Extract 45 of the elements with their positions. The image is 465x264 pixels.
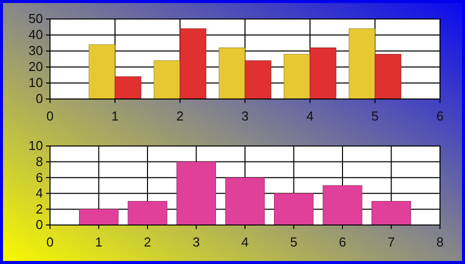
x-tick-label: 1 [111, 108, 119, 124]
y-tick-label: 10 [28, 75, 43, 90]
x-tick-label: 6 [338, 234, 346, 250]
bar [244, 60, 272, 100]
x-tick-label: 6 [436, 108, 444, 124]
bar [274, 193, 314, 226]
x-tick-label: 5 [290, 234, 298, 250]
y-tick-label: 30 [28, 43, 43, 58]
bar [180, 28, 206, 100]
x-tick-label: 7 [388, 234, 395, 250]
bar [79, 208, 118, 226]
x-tick-label: 2 [176, 108, 184, 124]
bar [128, 201, 168, 226]
y-tick-label: 20 [28, 59, 43, 74]
bar [284, 54, 310, 100]
y-tick-label: 50 [28, 11, 43, 26]
bar [88, 44, 116, 100]
x-tick-label: 1 [95, 234, 102, 250]
x-tick-label: 3 [192, 234, 200, 250]
y-tick-label: 0 [36, 217, 43, 232]
bar [372, 201, 411, 226]
x-tick-label: 8 [436, 234, 444, 250]
bar [348, 28, 376, 100]
x-tick-label: 4 [306, 108, 314, 124]
bar [310, 48, 336, 100]
x-tick-label: 3 [241, 108, 249, 124]
bar [114, 76, 142, 100]
x-tick-label: 5 [371, 108, 379, 124]
y-tick-label: 40 [28, 27, 43, 42]
bar [374, 54, 402, 100]
y-tick-label: 4 [36, 186, 43, 201]
bar [218, 48, 246, 100]
x-tick-label: 0 [46, 108, 54, 124]
bar [176, 162, 216, 226]
y-tick-label: 8 [36, 154, 43, 169]
y-tick-label: 6 [36, 170, 43, 185]
x-tick-label: 2 [144, 234, 152, 250]
y-tick-label: 0 [36, 91, 43, 106]
x-tick-label: 4 [241, 234, 249, 250]
bar [322, 185, 362, 226]
y-tick-label: 2 [36, 201, 43, 216]
x-tick-label: 0 [46, 234, 54, 250]
bar [225, 177, 265, 226]
bar [154, 60, 180, 100]
y-tick-label: 10 [28, 138, 43, 154]
